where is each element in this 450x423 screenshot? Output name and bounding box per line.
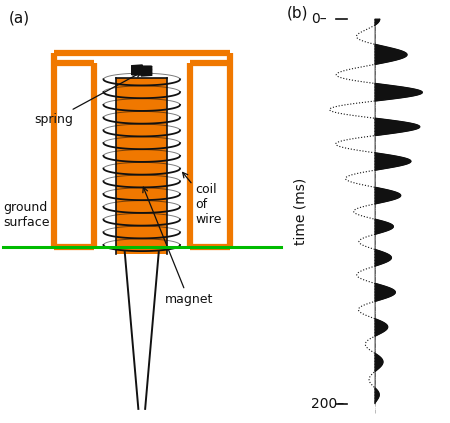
Text: spring: spring — [34, 72, 141, 126]
Text: coil
of
wire: coil of wire — [183, 173, 222, 226]
Text: 200–: 200– — [311, 397, 344, 411]
Text: (a): (a) — [9, 11, 30, 25]
Text: ground
surface: ground surface — [3, 201, 50, 229]
Text: time (ms): time (ms) — [293, 178, 307, 245]
Text: magnet: magnet — [143, 187, 213, 306]
Bar — [116, 77, 167, 254]
Text: (b): (b) — [286, 6, 308, 21]
Text: 0–: 0– — [311, 12, 327, 26]
